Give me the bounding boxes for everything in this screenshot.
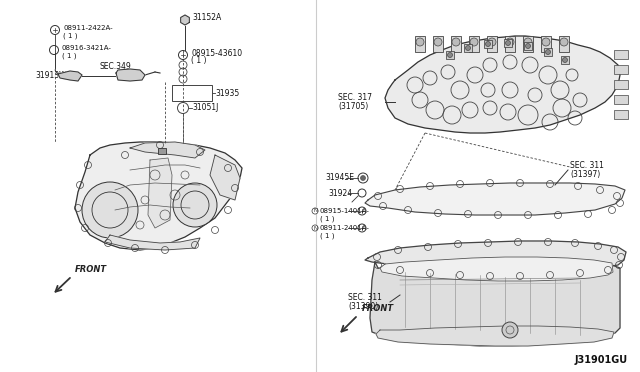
- Text: N: N: [313, 208, 317, 214]
- Bar: [614, 50, 628, 59]
- Text: 08915-43610: 08915-43610: [191, 48, 242, 58]
- Circle shape: [486, 42, 490, 46]
- Circle shape: [452, 38, 460, 46]
- Bar: [487, 36, 497, 52]
- Bar: [484, 40, 492, 48]
- Text: (31397): (31397): [570, 170, 600, 179]
- Bar: [614, 95, 628, 104]
- Bar: [446, 51, 454, 59]
- Bar: [469, 36, 479, 52]
- Text: ( 1 ): ( 1 ): [320, 233, 335, 239]
- Polygon shape: [105, 235, 200, 250]
- Bar: [433, 36, 443, 52]
- Text: SEC. 311: SEC. 311: [570, 160, 604, 170]
- Circle shape: [465, 45, 470, 51]
- Text: N: N: [313, 225, 317, 231]
- Circle shape: [488, 38, 496, 46]
- Bar: [614, 65, 628, 74]
- Text: (31705): (31705): [338, 103, 368, 112]
- Circle shape: [542, 38, 550, 46]
- Circle shape: [360, 176, 365, 180]
- Bar: [415, 36, 425, 52]
- Bar: [172, 85, 212, 101]
- Text: 08916-3421A-: 08916-3421A-: [62, 45, 112, 51]
- Polygon shape: [385, 36, 620, 133]
- Text: SEC.349: SEC.349: [100, 62, 132, 71]
- Polygon shape: [370, 262, 620, 346]
- Text: SEC. 317: SEC. 317: [338, 93, 372, 103]
- Text: ( 1 ): ( 1 ): [63, 33, 77, 39]
- Circle shape: [416, 38, 424, 46]
- Polygon shape: [365, 241, 626, 272]
- Bar: [559, 36, 569, 52]
- Bar: [158, 148, 166, 154]
- Bar: [524, 42, 532, 50]
- Circle shape: [506, 41, 511, 45]
- Bar: [464, 44, 472, 52]
- Polygon shape: [148, 158, 172, 228]
- Polygon shape: [75, 142, 242, 250]
- Text: 31051J: 31051J: [192, 103, 218, 112]
- Circle shape: [173, 183, 217, 227]
- Circle shape: [434, 38, 442, 46]
- Bar: [561, 56, 569, 64]
- Polygon shape: [365, 183, 625, 215]
- Polygon shape: [376, 326, 614, 346]
- Text: FRONT: FRONT: [75, 265, 107, 274]
- Circle shape: [502, 322, 518, 338]
- Circle shape: [560, 38, 568, 46]
- Text: 08911-2401A-: 08911-2401A-: [320, 225, 370, 231]
- Bar: [614, 110, 628, 119]
- Text: 08915-1401A-: 08915-1401A-: [320, 208, 370, 214]
- Bar: [544, 48, 552, 56]
- Circle shape: [545, 49, 550, 55]
- Polygon shape: [180, 15, 189, 25]
- Bar: [614, 80, 628, 89]
- Circle shape: [563, 58, 568, 62]
- Bar: [523, 36, 533, 52]
- Text: 31924: 31924: [328, 189, 352, 198]
- Bar: [451, 36, 461, 52]
- Circle shape: [447, 52, 452, 58]
- Text: J31901GU: J31901GU: [575, 355, 628, 365]
- Text: 31935: 31935: [215, 89, 239, 97]
- Text: SEC. 311: SEC. 311: [348, 294, 382, 302]
- Circle shape: [525, 44, 531, 48]
- Polygon shape: [210, 155, 240, 200]
- Text: ( 1 ): ( 1 ): [62, 53, 77, 59]
- Polygon shape: [130, 142, 205, 158]
- Text: ( 1 ): ( 1 ): [191, 57, 207, 65]
- Bar: [541, 36, 551, 52]
- Text: 31913W: 31913W: [35, 71, 67, 80]
- Polygon shape: [380, 257, 613, 281]
- Text: 31152A: 31152A: [192, 13, 221, 22]
- Text: 31945E: 31945E: [325, 173, 354, 183]
- Text: ( 1 ): ( 1 ): [320, 216, 335, 222]
- Circle shape: [524, 38, 532, 46]
- Polygon shape: [116, 69, 145, 81]
- Bar: [504, 39, 512, 47]
- Circle shape: [82, 182, 138, 238]
- Text: FRONT: FRONT: [362, 304, 394, 313]
- Text: (31390): (31390): [348, 302, 378, 311]
- Circle shape: [470, 38, 478, 46]
- Polygon shape: [58, 71, 82, 81]
- Circle shape: [506, 38, 514, 46]
- Text: 08911-2422A-: 08911-2422A-: [63, 25, 113, 31]
- Bar: [505, 36, 515, 52]
